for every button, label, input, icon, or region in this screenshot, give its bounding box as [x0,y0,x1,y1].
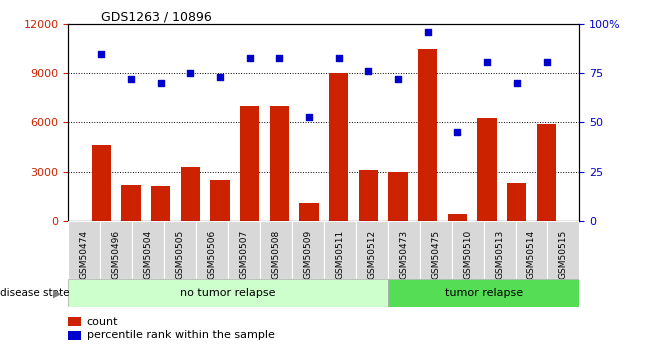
Text: ▶: ▶ [53,288,62,298]
Text: GSM50506: GSM50506 [208,230,217,279]
Point [245,55,255,60]
Bar [68,221,100,279]
Bar [507,183,527,221]
Bar [68,331,81,340]
Text: GSM50504: GSM50504 [144,230,153,279]
Bar [452,221,484,279]
Point [215,75,225,80]
Text: GSM50505: GSM50505 [176,230,185,279]
Bar [68,279,388,307]
Bar [68,317,81,326]
Text: disease state: disease state [0,288,70,298]
Text: GSM50473: GSM50473 [399,230,408,279]
Point [512,80,522,86]
Bar [484,221,516,279]
Text: GSM50515: GSM50515 [559,230,568,279]
Bar [477,118,497,221]
Bar [389,171,408,221]
Point [422,29,433,35]
Text: GSM50509: GSM50509 [303,230,312,279]
Bar [537,124,556,221]
Bar [516,221,547,279]
Bar [240,106,259,221]
Bar [132,221,164,279]
Text: GSM50513: GSM50513 [495,230,504,279]
Text: GSM50508: GSM50508 [271,230,281,279]
Bar [196,221,228,279]
Bar [329,73,348,221]
Text: GSM50512: GSM50512 [367,230,376,279]
Point [185,71,195,76]
Bar [388,279,579,307]
Bar [292,221,324,279]
Bar [260,221,292,279]
Point [96,51,107,56]
Bar [324,221,356,279]
Text: GSM50474: GSM50474 [80,230,89,279]
Bar [100,221,132,279]
Point [363,69,374,74]
Bar [359,170,378,221]
Bar [448,214,467,221]
Text: GSM50475: GSM50475 [431,230,440,279]
Point [452,129,463,135]
Bar [299,203,319,221]
Bar [270,106,289,221]
Text: tumor relapse: tumor relapse [445,288,523,298]
Text: GSM50496: GSM50496 [112,230,121,279]
Bar [164,221,196,279]
Text: no tumor relapse: no tumor relapse [180,288,276,298]
Text: GDS1263 / 10896: GDS1263 / 10896 [101,10,212,23]
Bar [210,180,230,221]
Point [156,80,166,86]
Bar [418,49,437,221]
Point [541,59,551,64]
Bar [228,221,260,279]
Bar [92,146,111,221]
Text: GSM50514: GSM50514 [527,230,536,279]
Bar [151,186,171,221]
Bar [121,185,141,221]
Text: percentile rank within the sample: percentile rank within the sample [87,331,275,341]
Point [482,59,492,64]
Text: count: count [87,317,118,327]
Text: GSM50510: GSM50510 [463,230,472,279]
Text: GSM50511: GSM50511 [335,230,344,279]
Point [274,55,284,60]
Point [393,77,403,82]
Point [333,55,344,60]
Text: GSM50507: GSM50507 [240,230,249,279]
Point [126,77,136,82]
Point [304,114,314,119]
Bar [547,221,579,279]
Bar [356,221,388,279]
Bar [388,221,420,279]
Bar [180,167,200,221]
Bar [420,221,452,279]
